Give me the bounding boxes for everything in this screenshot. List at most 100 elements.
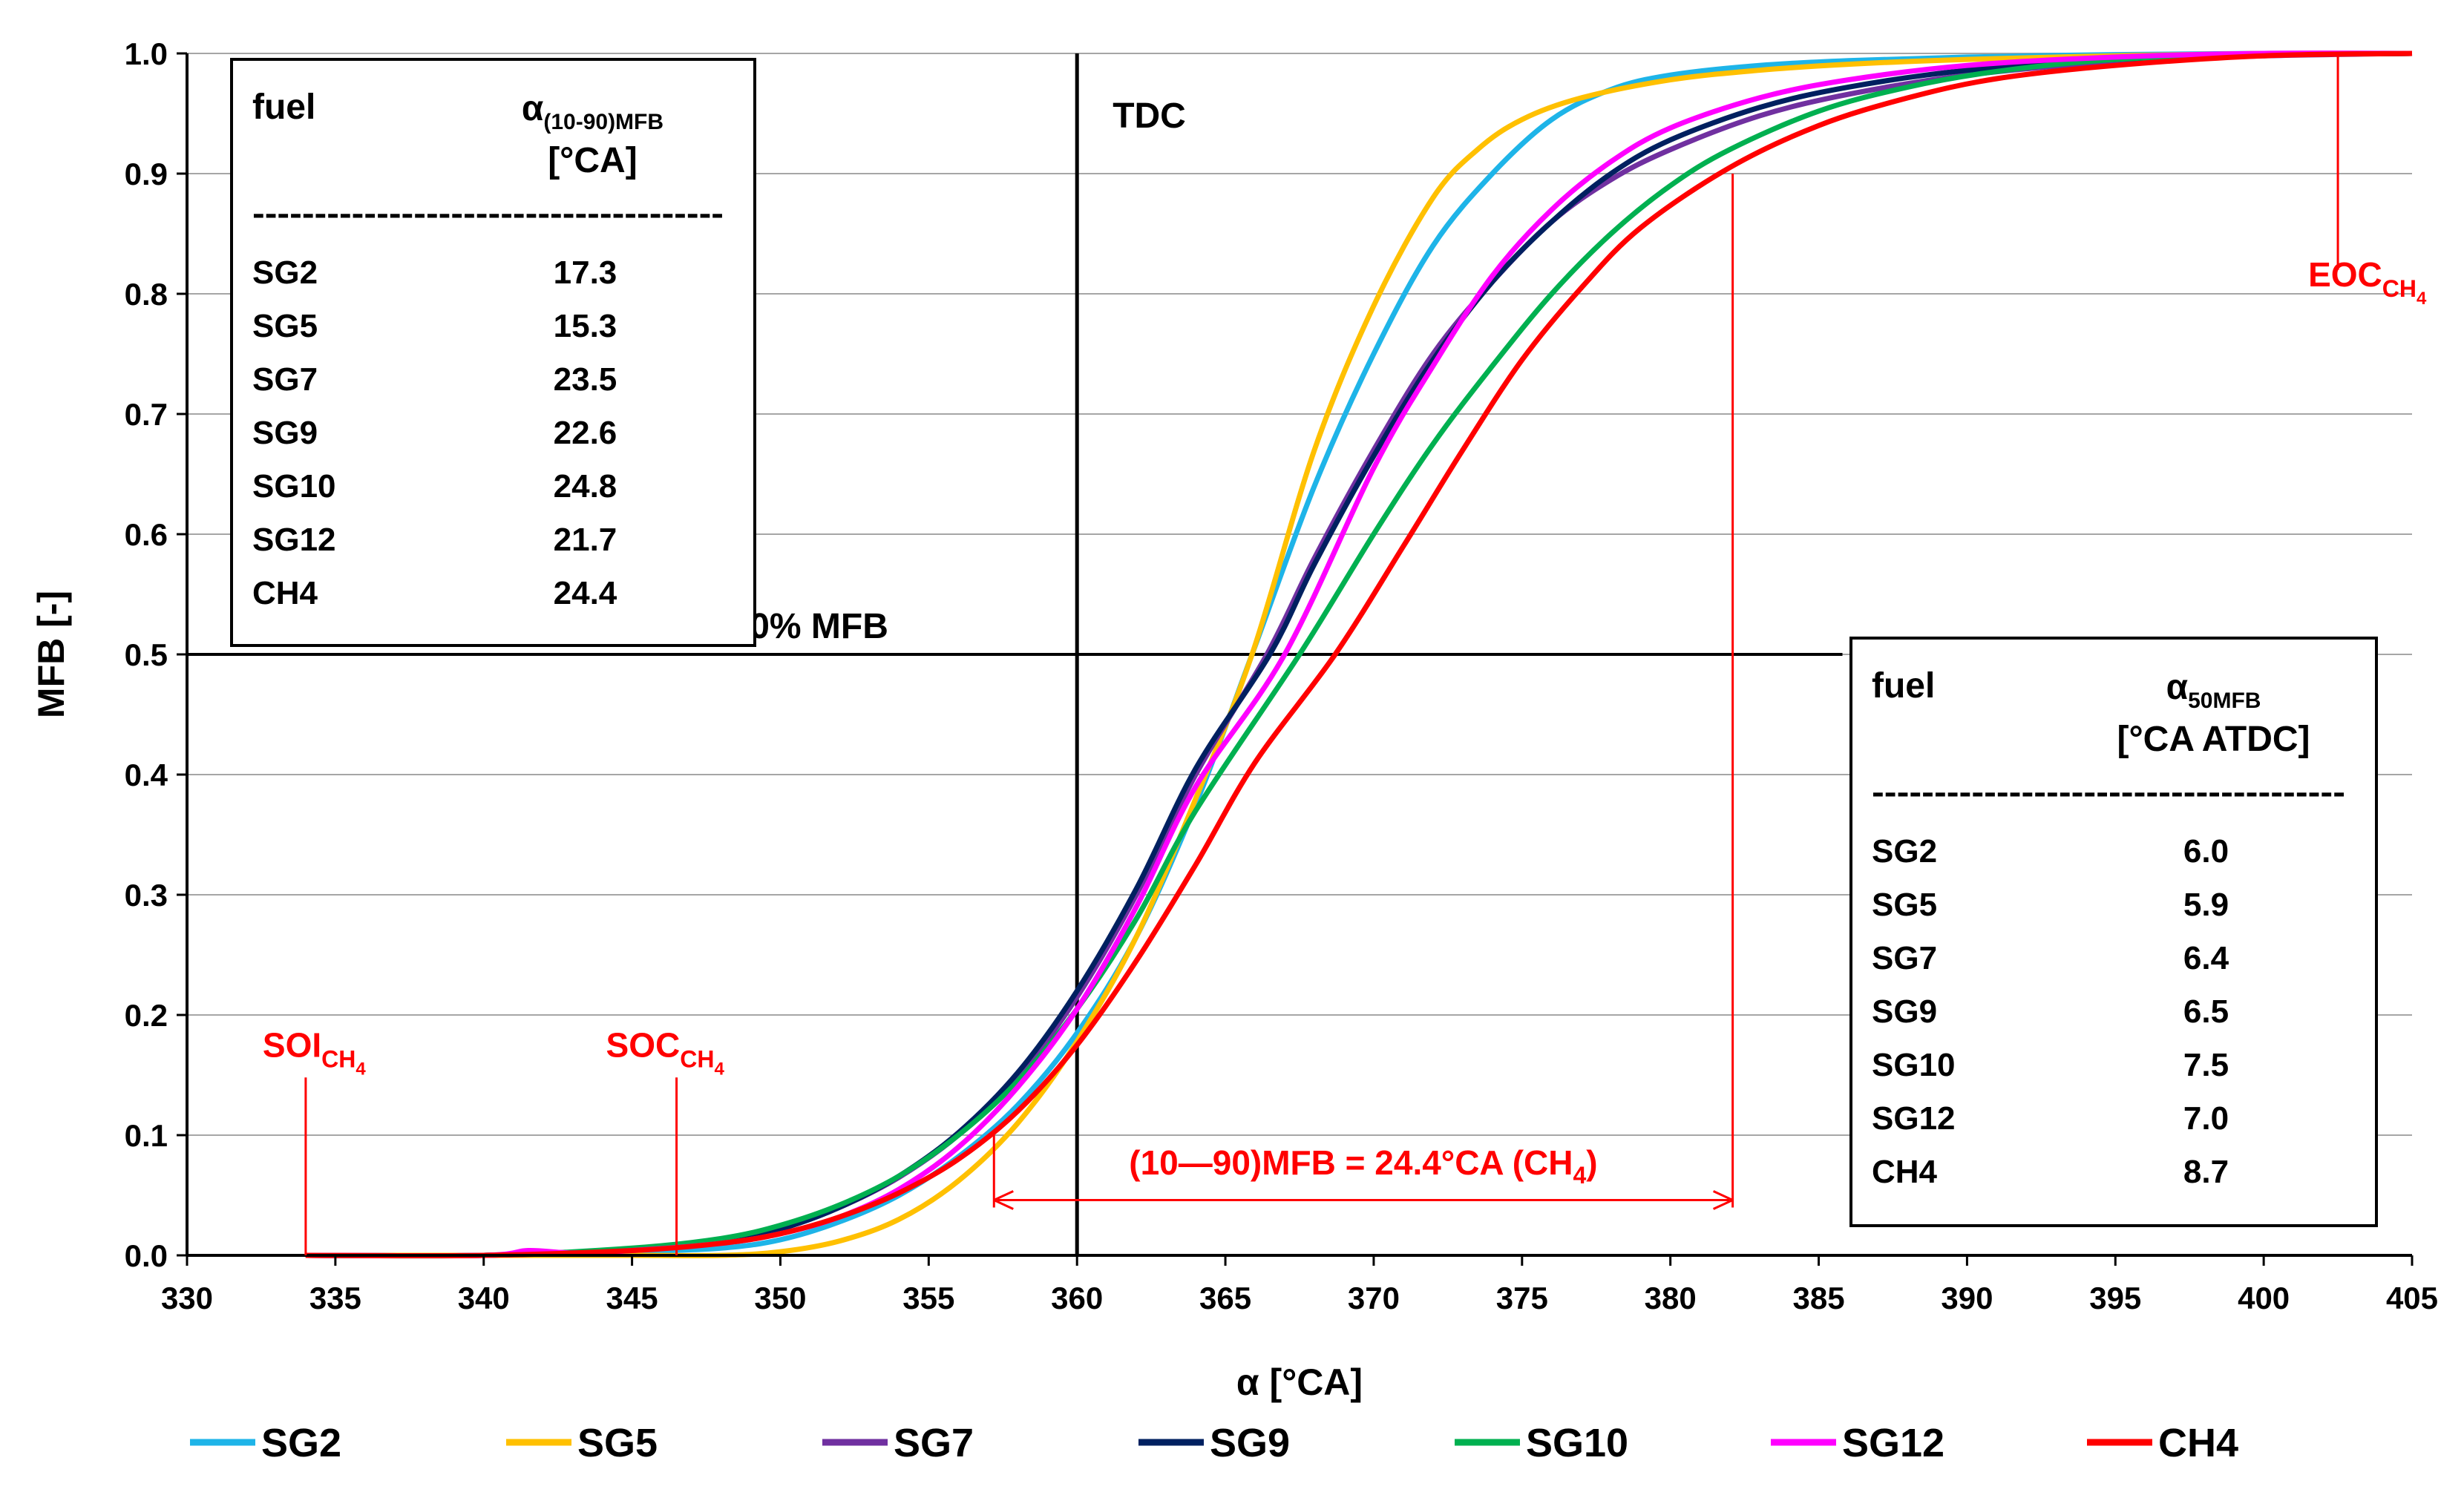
reference-lines	[187, 53, 1843, 1255]
y-tick-label-0.9: 0.9	[125, 157, 168, 191]
soc-label: SOCCH4	[606, 1026, 725, 1080]
legend-item-sg12: SG12	[1771, 1421, 1944, 1465]
table-right-row-fuel-sg5: SG5	[1872, 887, 1937, 923]
x-tick-label-370: 370	[1348, 1281, 1400, 1315]
tick-labels: 330 335 340 345 350 355 360 365 370 375 380 385 390 3…	[30, 36, 2438, 1403]
x-tick-label-365: 365	[1199, 1281, 1251, 1315]
table-right: fuel α50MFB [°CA ATDC] --------------------…	[1849, 637, 2378, 1227]
eoc-label: EOCCH4	[2308, 255, 2427, 309]
span-label: (10—90)MFB = 24.4°CA (CH4)	[1129, 1143, 1597, 1189]
table-right-row-value-sg10: 7.5	[2183, 1047, 2229, 1083]
table-right-row-fuel-sg2: SG2	[1872, 833, 1937, 870]
x-tick-label-395: 395	[2089, 1281, 2141, 1315]
series-sg5	[305, 50, 2413, 1258]
tdc-label: TDC	[1113, 96, 1186, 136]
table-left-row-value-sg2: 17.3	[554, 254, 617, 291]
x-tick-label-385: 385	[1792, 1281, 1844, 1315]
table-left-separator: --------------------------------------	[252, 195, 724, 231]
table-left-row-fuel-sg2: SG2	[252, 254, 318, 291]
soi-label: SOICH4	[263, 1026, 366, 1080]
table-right-col1-header: fuel	[1872, 666, 1935, 706]
table-right-row-value-ch4: 8.7	[2183, 1154, 2229, 1190]
table-left-row-fuel-sg10: SG10	[252, 468, 336, 505]
y-tick-label-0.4: 0.4	[125, 758, 168, 792]
table-left-row-value-ch4: 24.4	[554, 575, 617, 611]
data-tables: fuel α(10-90)MFB [°CA] --------------------…	[230, 58, 2378, 1227]
series-lines	[305, 50, 2413, 1259]
y-tick-label-1.0: 1.0	[125, 36, 168, 71]
table-left: fuel α(10-90)MFB [°CA] --------------------…	[230, 58, 756, 647]
table-left-row-value-sg10: 24.8	[554, 468, 617, 505]
y-tick-label-0.6: 0.6	[125, 517, 168, 552]
x-tick-label-380: 380	[1645, 1281, 1697, 1315]
span-arrow-left	[993, 1190, 1014, 1210]
table-right-col2-header: α50MFB	[2166, 668, 2261, 713]
x-tick-label-355: 355	[902, 1281, 954, 1315]
y-tick-label-0.2: 0.2	[125, 998, 168, 1033]
x-tick-label-350: 350	[754, 1281, 806, 1315]
y-tick-label-0.7: 0.7	[125, 397, 168, 432]
x-axis-title: α [°CA]	[1236, 1361, 1363, 1403]
legend-label-sg10: SG10	[1526, 1421, 1628, 1465]
table-right-col2-unit: [°CA ATDC]	[2117, 720, 2310, 759]
x-tick-label-375: 375	[1496, 1281, 1548, 1315]
table-left-col1-header: fuel	[252, 88, 315, 127]
table-right-row-value-sg2: 6.0	[2183, 833, 2229, 870]
x-tick-label-390: 390	[1941, 1281, 1993, 1315]
legend-label-sg9: SG9	[1210, 1421, 1290, 1465]
y-tick-label-0.3: 0.3	[125, 878, 168, 913]
table-right-row-value-sg12: 7.0	[2183, 1100, 2229, 1137]
table-left-col2-unit: [°CA]	[548, 141, 638, 180]
table-right-row-fuel-sg9: SG9	[1872, 993, 1937, 1030]
legend-label-sg5: SG5	[577, 1421, 658, 1465]
legend: SG2 SG5 SG7 SG9 SG10 SG12 CH4	[190, 1421, 2238, 1465]
x-tick-label-400: 400	[2238, 1281, 2290, 1315]
span-arrow-right	[1712, 1190, 1734, 1210]
x-tick-label-340: 340	[458, 1281, 510, 1315]
annotations: TDC 50% MFB SOICH4 SOCCH4 EOCCH4 (10—90)MFB =…	[263, 53, 2427, 1255]
axes	[177, 52, 2414, 1266]
legend-label-ch4: CH4	[2158, 1421, 2238, 1465]
table-right-frame	[1849, 637, 2378, 1227]
y-tick-label-0.1: 0.1	[125, 1118, 168, 1153]
series-sg9	[305, 50, 2413, 1259]
table-right-separator: --------------------------------------	[1872, 774, 2345, 810]
table-right-row-fuel-sg12: SG12	[1872, 1100, 1956, 1137]
legend-item-ch4: CH4	[2087, 1421, 2238, 1465]
table-right-row-fuel-sg10: SG10	[1872, 1047, 1956, 1083]
y-tick-label-0.0: 0.0	[125, 1238, 168, 1273]
series-sg10	[305, 50, 2413, 1259]
table-left-row-fuel-ch4: CH4	[252, 575, 318, 611]
y-tick-label-0.8: 0.8	[125, 277, 168, 312]
y-tick-label-0.5: 0.5	[125, 637, 168, 672]
legend-label-sg12: SG12	[1842, 1421, 1944, 1465]
table-right-row-fuel-sg7: SG7	[1872, 940, 1937, 976]
x-tick-label-345: 345	[606, 1281, 658, 1315]
legend-label-sg7: SG7	[894, 1421, 974, 1465]
x-tick-label-335: 335	[309, 1281, 361, 1315]
legend-item-sg7: SG7	[822, 1421, 974, 1465]
x-tick-label-360: 360	[1051, 1281, 1103, 1315]
table-left-row-value-sg7: 23.5	[554, 361, 617, 398]
table-left-row-value-sg12: 21.7	[554, 522, 617, 558]
table-left-frame	[230, 58, 756, 647]
table-left-row-fuel-sg12: SG12	[252, 522, 336, 558]
table-right-row-fuel-ch4: CH4	[1872, 1154, 1938, 1190]
legend-label-sg2: SG2	[261, 1421, 341, 1465]
table-left-row-fuel-sg9: SG9	[252, 415, 318, 451]
table-left-row-value-sg9: 22.6	[554, 415, 617, 451]
table-left-col2-header: α(10-90)MFB	[522, 89, 663, 134]
legend-item-sg5: SG5	[506, 1421, 658, 1465]
series-sg2	[305, 50, 2413, 1258]
legend-item-sg9: SG9	[1138, 1421, 1290, 1465]
table-left-row-fuel-sg5: SG5	[252, 308, 318, 344]
table-right-row-value-sg5: 5.9	[2183, 887, 2229, 923]
table-left-row-value-sg5: 15.3	[554, 308, 617, 344]
mfb50-label: 50% MFB	[730, 607, 888, 646]
series-ch4	[305, 50, 2413, 1258]
legend-item-sg2: SG2	[190, 1421, 341, 1465]
table-right-row-value-sg7: 6.4	[2183, 940, 2229, 976]
x-tick-label-405: 405	[2386, 1281, 2438, 1315]
x-tick-label-330: 330	[161, 1281, 213, 1315]
